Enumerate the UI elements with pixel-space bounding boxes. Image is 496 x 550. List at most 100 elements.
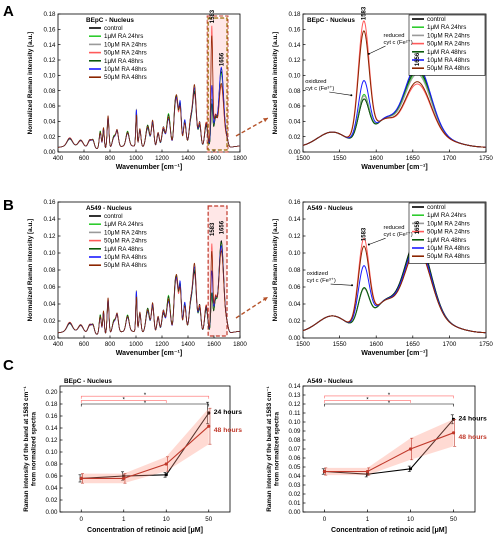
y-tick-label: 0.14 [288,216,301,223]
y-tick-label: 0.14 [45,425,58,432]
legend-entry: 1μM RA 48hrs [427,237,466,244]
significance-bracket [80,400,167,403]
legend-entry: 50μM RA 24hrs [104,50,147,57]
x-axis-label: Concentration of retinoic acid [μM] [87,527,203,534]
legend-box [86,24,164,85]
significance-star: * [366,396,369,403]
legend-entry: 10μM RA 48hrs [104,254,147,261]
x-tick-label: 1400 [181,155,195,162]
y-tick-label: 0.10 [288,250,301,257]
significance-star: * [144,392,147,399]
x-tick-label: 600 [79,155,90,162]
x-tick-label: 1700 [443,155,457,162]
legend-box [408,14,486,76]
y-tick-label: 0.12 [288,233,301,240]
legend-entry: 50μM RA 24hrs [427,41,470,48]
y-tick-label: 0.16 [45,413,58,420]
y-tick-label: 0.04 [288,119,301,126]
chart-title: BEpC - Nucleus [86,17,134,24]
legend-entry: 10μM RA 48hrs [427,57,470,64]
x-tick-label: 1200 [155,341,169,348]
y-tick-label: 0.00 [43,335,56,342]
y-tick-label: 0.12 [45,437,58,444]
y-axis-label: Normalized Raman intensity [a.u.] [272,219,279,322]
y-tick-label: 0.16 [288,199,301,206]
y-tick-label: 0.18 [45,401,58,408]
legend-entry: control [104,25,123,32]
annotation-text: oxidized [305,79,326,85]
y-axis-label: Raman intensity of the band at 1583 cm⁻¹… [266,386,281,512]
x-tick-label: 0 [80,516,84,523]
x-tick-label: 10 [163,516,170,523]
significance-bracket [324,403,454,407]
series-line [302,69,486,148]
y-tick-label: 0.06 [288,284,301,291]
x-tick-label: 1000 [129,341,143,348]
x-tick-label: 1600 [369,155,383,162]
y-tick-label: 0.16 [288,27,301,34]
plot-frame [302,13,487,153]
x-tick-label: 400 [53,341,64,348]
chart-a549-zoom-spectrum: 1500 1550 1600 1650 1700 1750 0.00 0.02 0.04 0.06… [272,199,493,357]
y-tick-label: 0.10 [45,449,58,456]
annotation-text: cyt c (Fe²⁺) [384,231,413,238]
legend-box [408,202,486,264]
legend-entry: control [104,213,123,220]
annotation-arrow [368,45,386,55]
panel-label-b: B [3,197,14,214]
y-tick-label: 0.10 [288,73,301,80]
y-tick-label: 0.06 [45,473,58,480]
annotation-text: reduced [384,33,405,39]
y-tick-label: 0.16 [43,27,56,34]
x-tick-label: 1750 [479,341,493,348]
y-axis-label: Normalized Raman intensity [a.u.] [27,219,34,322]
legend-entry: 1μM RA 24hrs [427,212,466,219]
y-tick-label: 0.08 [45,461,58,468]
error-band [324,419,454,476]
data-point [207,411,211,415]
chart-a549-1583-intensity: A549 - Nucleus 0 1 10 50 0.00 0.01 0.02 0.03 0.04… [266,378,487,534]
x-tick-label: 0 [323,516,327,523]
y-tick-label: 0.04 [43,301,56,308]
y-axis-label: Normalized Raman intensity [a.u.] [27,32,34,135]
zoom-connector-arrows [235,117,269,319]
y-tick-label: 0.06 [288,103,301,110]
x-tick-label: 1500 [296,155,310,162]
y-tick-label: 0.04 [43,119,56,126]
y-tick-label: 0.02 [288,134,301,141]
chart-title: A549 - Nucleus [307,378,353,385]
x-tick-label: 1550 [333,341,347,348]
chart-bepc-full-spectrum: 400 600 800 1000 1200 1400 1600 1800 0.00 0.02 0.0… [27,9,247,171]
x-tick-label: 400 [53,155,64,162]
y-tick-label: 0.13 [288,392,301,399]
y-tick-label: 0.06 [43,284,56,291]
y-tick-label: 0.08 [288,437,301,444]
legend-entry: 1μM RA 48hrs [427,49,466,56]
data-point [122,476,126,480]
peak-label: 1583 [210,9,216,23]
y-tick-label: 0.12 [43,233,56,240]
y-axis-label-line1: Raman intensity of the band at 1583 cm⁻¹ [266,386,273,512]
legend-entry: 50μM RA 24hrs [427,229,470,236]
x-tick-label: 50 [205,516,212,523]
legend-entry: 10μM RA 48hrs [427,245,470,252]
legend-entry: 50μM RA 48hrs [427,65,470,72]
peak-label: 1583 [210,222,216,236]
x-tick-label: 1000 [129,155,143,162]
legend-entry: control [427,204,446,211]
y-tick-label: 0.10 [288,419,301,426]
y-tick-label: 0.08 [43,267,56,274]
y-tick-label: 0.18 [43,11,56,18]
panel-label-c: C [3,357,14,374]
x-tick-label: 800 [105,155,116,162]
annotation-arrow-head [367,243,370,246]
series-end-label: 48 hours [459,434,488,441]
x-tick-label: 1800 [233,341,247,348]
plot-frame [59,385,231,513]
series-line [302,66,486,148]
x-axis-label: Concentration of retinoic acid [μM] [331,527,447,534]
series-line [324,432,454,473]
y-tick-label: 0.00 [288,509,301,516]
y-tick-label: 0.16 [43,199,56,206]
data-point [365,469,370,474]
